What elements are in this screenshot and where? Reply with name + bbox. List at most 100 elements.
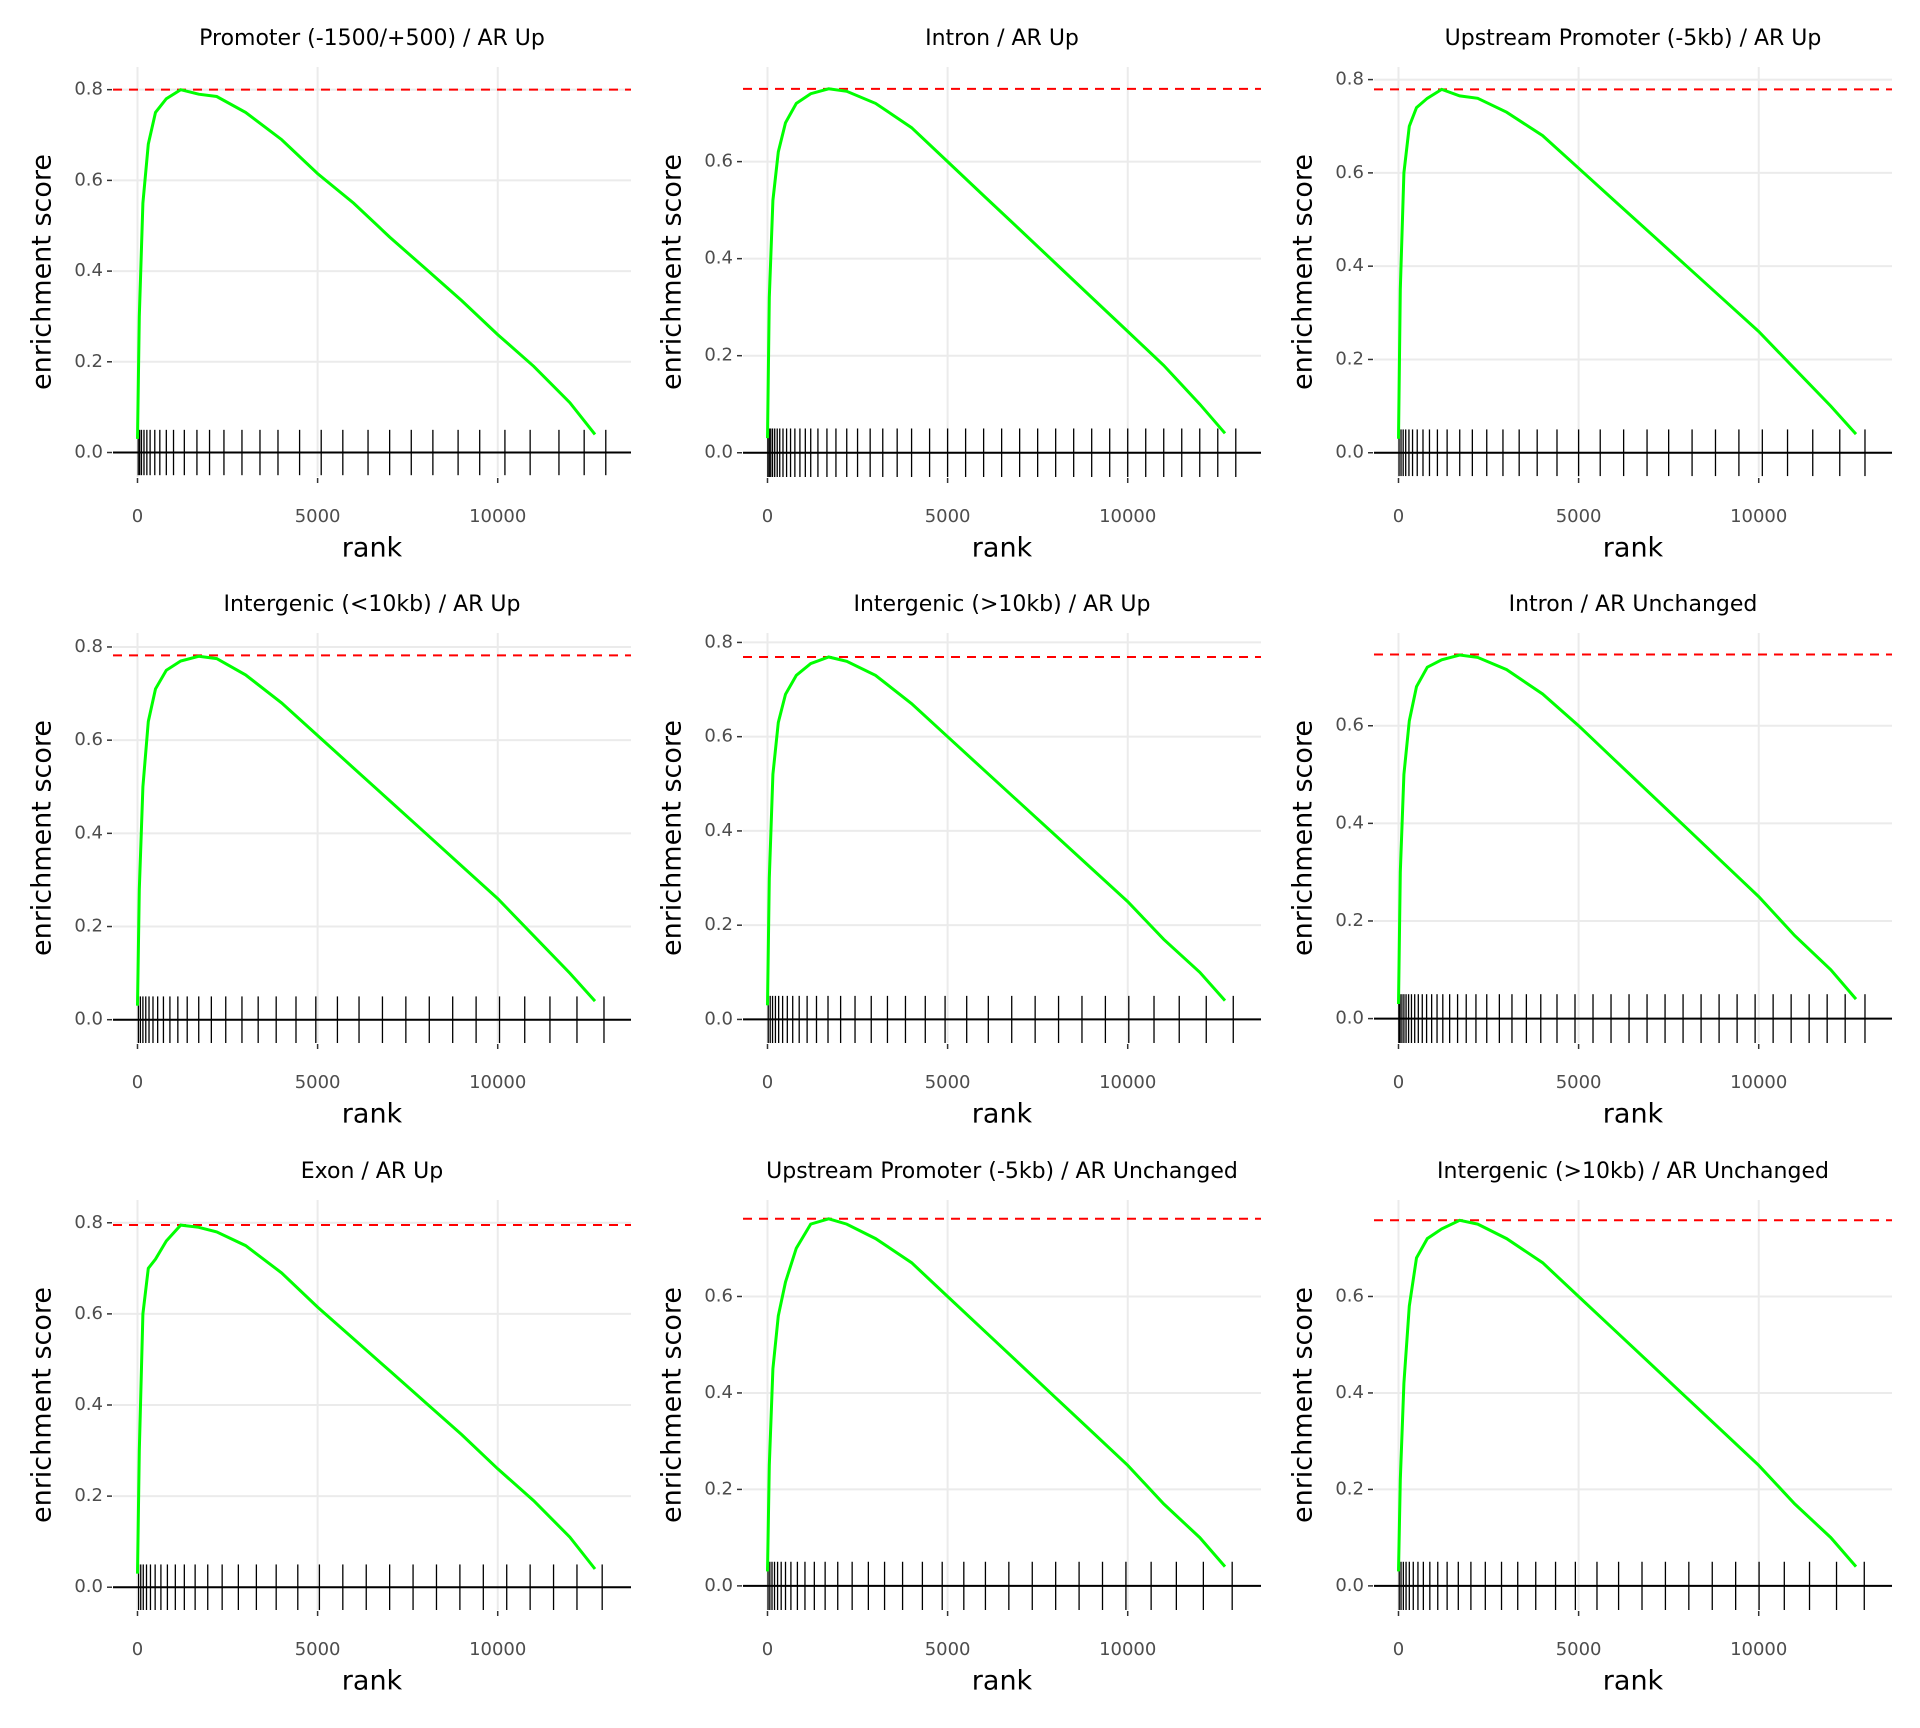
y-tick-label: 0.4: [1335, 1382, 1364, 1403]
x-axis-label: rank: [1603, 533, 1664, 564]
y-tick-label: 0.8: [74, 79, 103, 100]
panel: 0.0 0.2 0.4 0.6 0.8 0 5000 10000 Exon / AR Up ran…: [27, 1159, 631, 1697]
panel: 0.0 0.2 0.4 0.6 0.8 0 5000 10000 Upstream Promot…: [1288, 26, 1892, 564]
enrichment-curve: [136, 88, 597, 439]
enrichment-curve: [766, 1217, 1227, 1572]
x-tick-label: 5000: [1556, 506, 1602, 527]
y-axis-label: enrichment score: [1288, 1287, 1319, 1523]
x-tick-label: 10000: [1099, 1639, 1156, 1660]
panel-title: Promoter (-1500/+500) / AR Up: [199, 26, 545, 51]
panel: 0.0 0.2 0.4 0.6 0.8 0 5000 10000 Intergenic (<10…: [27, 592, 631, 1130]
enrichment-curve: [1397, 87, 1858, 439]
y-tick-label: 0.4: [704, 1382, 733, 1403]
x-axis-label: rank: [972, 533, 1033, 564]
x-tick-label: 10000: [1730, 1639, 1787, 1660]
x-tick-label: 0: [762, 1072, 773, 1093]
panel: 0.0 0.2 0.4 0.6 0 5000 10000 Intergenic (>10kb)…: [1288, 1159, 1892, 1697]
panel-title: Intergenic (<10kb) / AR Up: [224, 592, 521, 617]
y-tick-label: 0.2: [74, 916, 103, 937]
x-tick-label: 0: [1393, 1072, 1404, 1093]
y-tick-label: 0.0: [704, 1575, 733, 1596]
y-tick-label: 0.4: [1335, 812, 1364, 833]
x-tick-label: 5000: [295, 1639, 341, 1660]
x-axis-label: rank: [1603, 1666, 1664, 1697]
enrichment-curve: [136, 1223, 597, 1574]
x-tick-label: 10000: [1730, 506, 1787, 527]
y-axis-label: enrichment score: [27, 1287, 58, 1523]
x-tick-label: 5000: [925, 1072, 971, 1093]
panel-title: Exon / AR Up: [301, 1159, 443, 1184]
x-tick-label: 10000: [1099, 1072, 1156, 1093]
enrichment-curve: [1397, 653, 1858, 1005]
y-tick-label: 0.2: [704, 914, 733, 935]
y-tick-label: 0.0: [704, 442, 733, 463]
y-tick-label: 0.6: [704, 1285, 733, 1306]
y-axis-label: enrichment score: [657, 154, 688, 390]
y-tick-label: 0.8: [74, 1212, 103, 1233]
y-tick-label: 0.6: [74, 729, 103, 750]
x-tick-label: 5000: [1556, 1639, 1602, 1660]
y-tick-label: 0.2: [704, 345, 733, 366]
x-axis-label: rank: [342, 1099, 403, 1130]
x-axis-label: rank: [342, 1666, 403, 1697]
x-tick-label: 10000: [1730, 1072, 1787, 1093]
y-tick-label: 0.0: [74, 1009, 103, 1030]
y-tick-label: 0.2: [1335, 1478, 1364, 1499]
x-tick-label: 5000: [925, 506, 971, 527]
enrichment-curve: [766, 87, 1227, 439]
x-tick-label: 0: [762, 1639, 773, 1660]
x-tick-label: 10000: [1099, 506, 1156, 527]
y-tick-label: 0.6: [1335, 715, 1364, 736]
y-tick-label: 0.2: [1335, 910, 1364, 931]
y-tick-label: 0.0: [1335, 442, 1364, 463]
panel-title: Upstream Promoter (-5kb) / AR Unchanged: [766, 1159, 1238, 1184]
panel-title: Intergenic (>10kb) / AR Up: [854, 592, 1151, 617]
y-tick-label: 0.6: [704, 726, 733, 747]
y-tick-label: 0.8: [1335, 69, 1364, 90]
y-tick-label: 0.6: [1335, 162, 1364, 183]
y-tick-label: 0.2: [74, 351, 103, 372]
panel-title: Intron / AR Up: [925, 26, 1079, 51]
y-axis-label: enrichment score: [27, 720, 58, 956]
x-tick-label: 0: [762, 506, 773, 527]
y-tick-label: 0.4: [1335, 255, 1364, 276]
x-tick-label: 5000: [925, 1639, 971, 1660]
y-axis-label: enrichment score: [657, 720, 688, 956]
y-tick-label: 0.4: [74, 822, 103, 843]
x-axis-label: rank: [972, 1099, 1033, 1130]
y-axis-label: enrichment score: [657, 1287, 688, 1523]
x-axis-label: rank: [1603, 1099, 1664, 1130]
panel: 0.0 0.2 0.4 0.6 0.8 0 5000 10000 Intergenic (>10…: [657, 592, 1261, 1130]
y-tick-label: 0.6: [1335, 1285, 1364, 1306]
y-axis-label: enrichment score: [1288, 720, 1319, 956]
y-tick-label: 0.0: [1335, 1008, 1364, 1029]
x-tick-label: 0: [132, 1072, 143, 1093]
y-axis-label: enrichment score: [1288, 154, 1319, 390]
enrichment-curve: [1397, 1218, 1858, 1572]
y-tick-label: 0.6: [74, 169, 103, 190]
enrichment-curve: [136, 654, 597, 1006]
panel-title: Upstream Promoter (-5kb) / AR Up: [1445, 26, 1822, 51]
x-tick-label: 0: [132, 506, 143, 527]
x-tick-label: 0: [1393, 1639, 1404, 1660]
panel-title: Intron / AR Unchanged: [1509, 592, 1758, 617]
x-axis-label: rank: [342, 533, 403, 564]
y-tick-label: 0.4: [74, 260, 103, 281]
x-tick-label: 5000: [1556, 1072, 1602, 1093]
x-tick-label: 0: [1393, 506, 1404, 527]
x-tick-label: 10000: [469, 506, 526, 527]
y-tick-label: 0.4: [74, 1394, 103, 1415]
y-tick-label: 0.2: [74, 1485, 103, 1506]
x-tick-label: 5000: [295, 506, 341, 527]
y-tick-label: 0.6: [704, 151, 733, 172]
panel: 0.0 0.2 0.4 0.6 0 5000 10000 Intron / AR Unchan…: [1288, 592, 1892, 1130]
enrichment-curve: [766, 655, 1227, 1006]
panel-title: Intergenic (>10kb) / AR Unchanged: [1437, 1159, 1829, 1184]
panel: 0.0 0.2 0.4 0.6 0.8 0 5000 10000 Promoter (-1500…: [27, 26, 631, 564]
x-tick-label: 10000: [469, 1072, 526, 1093]
y-axis-label: enrichment score: [27, 154, 58, 390]
y-tick-label: 0.8: [704, 631, 733, 652]
y-tick-label: 0.2: [704, 1478, 733, 1499]
